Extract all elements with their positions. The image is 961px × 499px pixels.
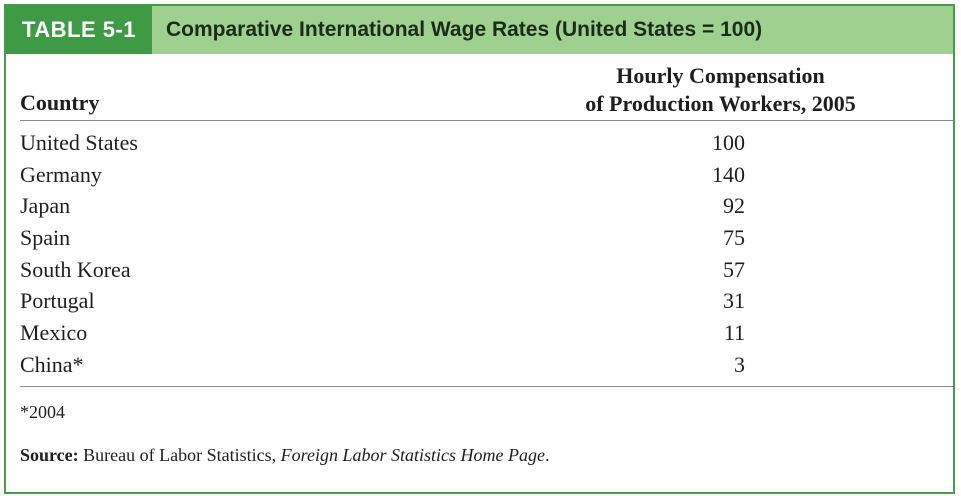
country-cell: Japan — [20, 193, 71, 219]
table-row: Japan 92 — [20, 190, 953, 222]
table-row: Spain 75 — [20, 222, 953, 254]
country-cell: Mexico — [20, 320, 88, 346]
table-row: United States 100 — [20, 127, 953, 159]
value-cell: 57 — [723, 256, 745, 282]
value-cell: 92 — [723, 193, 745, 219]
table-row: Mexico 11 — [20, 317, 953, 349]
country-cell: China* — [20, 351, 84, 377]
value-cell: 3 — [734, 351, 745, 377]
table-row: Portugal 31 — [20, 285, 953, 317]
country-cell: United States — [20, 130, 138, 155]
country-cell: Germany — [20, 161, 102, 187]
header-rule — [20, 120, 953, 121]
table-title-bar: TABLE 5-1 Comparative International Wage… — [6, 6, 953, 54]
table-row: South Korea 57 — [20, 254, 953, 286]
column-header-compensation-line1: Hourly Compensation — [616, 63, 825, 88]
table-title: Comparative International Wage Rates (Un… — [166, 18, 763, 41]
column-header-compensation-line2: of Production Workers, 2005 — [585, 91, 856, 116]
table-row: China* 3 — [20, 349, 953, 381]
country-cell: Spain — [20, 225, 71, 251]
source-text: Bureau of Labor Statistics, — [78, 445, 281, 465]
table-footnote: *2004 — [20, 402, 65, 422]
source-end: . — [544, 445, 550, 465]
table-number-tag: TABLE 5-1 — [6, 6, 152, 54]
country-cell: Portugal — [20, 288, 95, 314]
column-header-country: Country — [20, 90, 100, 115]
table-body: United States 100 Germany 140 Japan 92 Spai… — [20, 127, 953, 381]
column-header-compensation: Hourly Compensation of Production Worker… — [554, 62, 887, 118]
table-frame: TABLE 5-1 Comparative International Wage… — [4, 4, 955, 494]
table-source: Source: Bureau of Labor Statistics, Fore… — [20, 445, 549, 466]
value-cell: 100 — [712, 130, 745, 155]
footer-rule — [20, 386, 953, 387]
value-cell: 140 — [712, 161, 745, 187]
source-label: Source: — [20, 445, 79, 465]
value-cell: 11 — [723, 320, 745, 346]
country-cell: South Korea — [20, 256, 131, 282]
source-publication: Foreign Labor Statistics Home Page — [280, 445, 545, 465]
value-cell: 31 — [723, 288, 745, 314]
table-row: Germany 140 — [20, 159, 953, 191]
value-cell: 75 — [723, 225, 745, 251]
